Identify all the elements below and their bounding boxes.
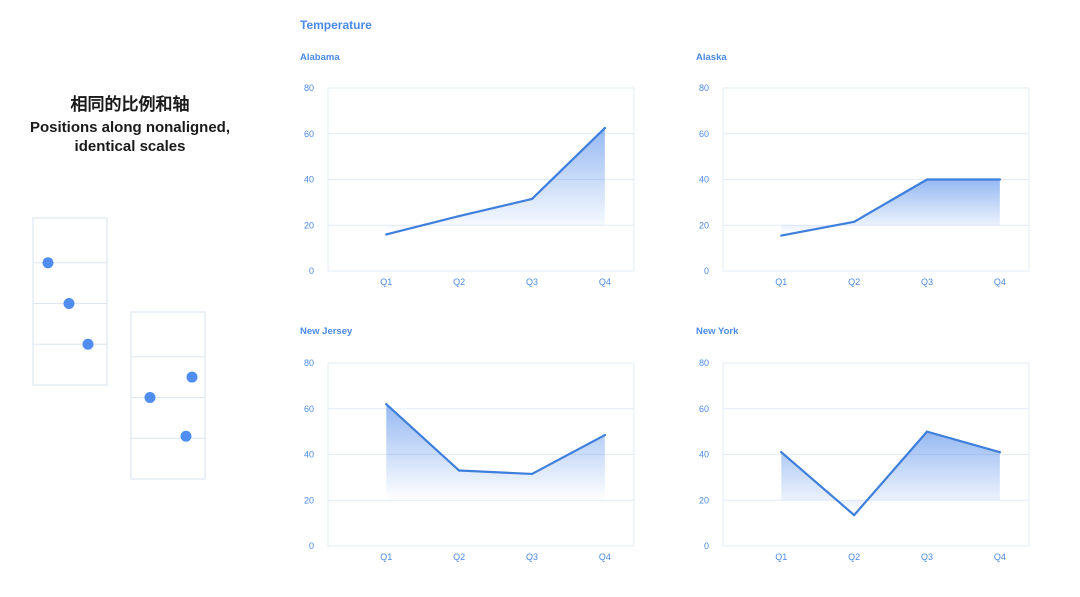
- data-point-q4: [998, 178, 1001, 181]
- chart-title-new-york: New York: [696, 326, 739, 337]
- y-tick-label: 60: [304, 404, 314, 414]
- area-fill-alabama: [386, 128, 605, 235]
- y-tick-label: 20: [304, 220, 314, 230]
- y-tick-label: 40: [699, 175, 709, 185]
- y-tick-label: 20: [304, 495, 314, 505]
- illustration-dot: [180, 430, 192, 442]
- series-line-segment: [385, 403, 461, 472]
- data-point-q3: [925, 430, 929, 433]
- data-point-q1: [780, 451, 783, 454]
- data-point-q1: [385, 233, 388, 236]
- illustration-frame: [130, 311, 206, 480]
- illustration-title-english: Positions along nonaligned, identical sc…: [29, 119, 230, 155]
- y-tick-label: 60: [699, 129, 709, 139]
- data-point-q3: [530, 197, 534, 201]
- illustration-panel-right: [130, 311, 206, 480]
- series-line-segment: [853, 178, 929, 223]
- illustration-frame: [32, 217, 108, 386]
- series-line-segment: [853, 430, 929, 517]
- y-tick-label: 80: [699, 83, 709, 93]
- series-line-segment: [530, 433, 606, 476]
- y-tick-label: 0: [309, 541, 314, 551]
- y-tick-label: 0: [704, 266, 709, 276]
- illustration-title-chinese: 相同的比例和轴: [70, 95, 190, 115]
- x-tick-label: Q2: [453, 277, 465, 287]
- illustration-dot: [82, 338, 94, 350]
- data-point-q4: [603, 126, 606, 130]
- chart-title-new-jersey: New Jersey: [300, 326, 353, 337]
- y-tick-label: 40: [304, 175, 314, 185]
- x-tick-label: Q3: [921, 552, 933, 562]
- series-line-segment: [925, 430, 1001, 454]
- area-fill-alaska: [781, 179, 1000, 236]
- y-tick-label: 20: [699, 495, 709, 505]
- x-tick-label: Q1: [380, 277, 392, 287]
- x-tick-label: Q2: [848, 552, 860, 562]
- illustration-dot: [144, 392, 156, 404]
- data-point-q3: [530, 472, 534, 476]
- x-tick-label: Q3: [526, 552, 538, 562]
- y-tick-label: 80: [304, 83, 314, 93]
- series-line-segment: [458, 469, 534, 476]
- y-tick-label: 0: [309, 266, 314, 276]
- series-line-segment: [458, 197, 534, 218]
- x-tick-label: Q3: [921, 277, 933, 287]
- x-tick-label: Q1: [775, 552, 787, 562]
- area-fill-new-jersey: [386, 404, 605, 501]
- data-point-q2: [853, 514, 856, 517]
- data-point-q2: [458, 215, 461, 218]
- data-point-q1: [780, 234, 783, 237]
- data-point-q2: [853, 220, 856, 223]
- y-tick-label: 80: [304, 358, 314, 368]
- illustration-dot: [42, 257, 54, 269]
- y-tick-label: 60: [699, 404, 709, 414]
- chart-title-alabama: Alabama: [300, 52, 340, 63]
- data-point-q4: [998, 451, 1001, 454]
- data-point-q2: [458, 469, 461, 472]
- y-tick-label: 0: [704, 541, 709, 551]
- series-line-segment: [780, 451, 856, 517]
- x-tick-label: Q2: [848, 277, 860, 287]
- y-tick-label: 40: [304, 450, 314, 460]
- x-tick-label: Q3: [526, 277, 538, 287]
- illustration-dot: [63, 298, 75, 310]
- dashboard-title: Temperature: [300, 18, 372, 32]
- y-tick-label: 20: [699, 220, 709, 230]
- data-point-q4: [603, 433, 606, 437]
- data-point-q1: [385, 403, 388, 406]
- y-tick-label: 40: [699, 450, 709, 460]
- series-line-segment: [385, 215, 461, 236]
- x-tick-label: Q4: [994, 277, 1006, 287]
- x-tick-label: Q4: [599, 277, 611, 287]
- x-tick-label: Q1: [775, 277, 787, 287]
- x-tick-label: Q4: [994, 552, 1006, 562]
- x-tick-label: Q2: [453, 552, 465, 562]
- illustration-panel-left: [32, 217, 108, 386]
- y-tick-label: 60: [304, 129, 314, 139]
- series-line-segment: [780, 220, 856, 237]
- chart-title-alaska: Alaska: [696, 52, 727, 63]
- illustration-dot: [186, 371, 198, 383]
- data-point-q3: [925, 178, 929, 181]
- x-tick-label: Q1: [380, 552, 392, 562]
- area-fill-new-york: [781, 431, 1000, 516]
- series-line-segment: [530, 126, 606, 201]
- x-tick-label: Q4: [599, 552, 611, 562]
- y-tick-label: 80: [699, 358, 709, 368]
